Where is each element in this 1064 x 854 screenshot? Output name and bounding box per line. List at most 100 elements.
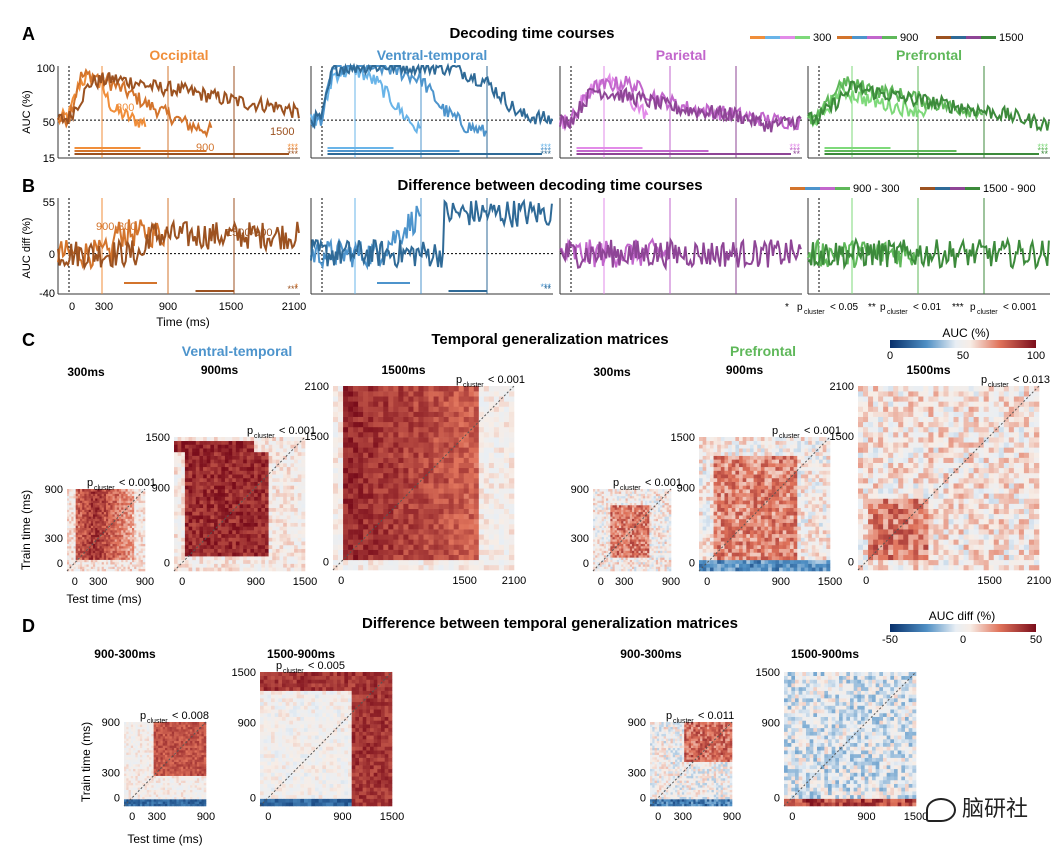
heatmap-cell	[597, 557, 599, 560]
heatmap-cell	[398, 391, 403, 396]
heatmap-cell	[439, 473, 444, 478]
heatmap-cell	[434, 422, 439, 427]
heatmap-cell	[110, 503, 112, 506]
heatmap-cell	[645, 553, 647, 556]
heatmap-cell	[250, 541, 254, 545]
heatmap-cell	[128, 512, 130, 515]
heatmap-cell	[333, 498, 338, 503]
heatmap-cell	[464, 452, 469, 457]
heatmap-cell	[454, 498, 459, 503]
heatmap-cell	[280, 545, 284, 549]
heatmap-cell	[639, 537, 641, 540]
heatmap-cell	[343, 396, 348, 401]
heatmap-cell	[265, 471, 269, 475]
heatmap-cell	[494, 509, 499, 514]
heatmap-cell	[236, 545, 240, 549]
heatmap-cell	[261, 552, 265, 556]
heatmap-cell	[243, 456, 247, 460]
heatmap-cell	[639, 539, 641, 542]
heatmap-cell	[80, 516, 82, 519]
heatmap-cell	[192, 478, 196, 482]
heatmap-cell	[102, 535, 104, 538]
heatmap-cell	[89, 553, 91, 556]
heatmap-cell	[115, 537, 117, 540]
heatmap-cell	[258, 500, 262, 504]
heatmap-cell	[84, 503, 86, 506]
heatmap-cell	[469, 422, 474, 427]
heatmap-cell	[89, 566, 91, 569]
heatmap-cell	[504, 396, 509, 401]
heatmap-cell	[100, 553, 102, 556]
heatmap-cell	[628, 551, 630, 554]
heatmap-cell	[388, 458, 393, 463]
heatmap-cell	[613, 525, 615, 528]
heatmap-cell	[504, 544, 509, 549]
heatmap-cell	[117, 498, 119, 501]
heatmap-cell	[489, 565, 494, 570]
heatmap-cell	[494, 442, 499, 447]
heatmap-cell	[610, 521, 612, 524]
heatmap-cell	[108, 544, 110, 547]
heatmap-cell	[91, 528, 93, 531]
heatmap-cell	[301, 474, 305, 478]
heatmap-cell	[459, 555, 464, 560]
heatmap-cell	[647, 546, 649, 549]
heatmap-cell	[647, 521, 649, 524]
heatmap-cell	[218, 534, 222, 538]
heatmap-cell	[378, 550, 383, 555]
heatmap-cell	[100, 510, 102, 513]
heatmap-cell	[363, 437, 368, 442]
heatmap-cell	[383, 463, 388, 468]
heatmap-cell	[126, 557, 128, 560]
heatmap-cell	[87, 553, 89, 556]
heatmap-cell	[210, 467, 214, 471]
heatmap-cell	[338, 463, 343, 468]
matrix-xtick: 0	[72, 576, 78, 588]
heatmap-cell	[363, 452, 368, 457]
heatmap-cell	[595, 523, 597, 526]
heatmap-cell	[641, 525, 643, 528]
heatmap-cell	[78, 512, 80, 515]
heatmap-cell	[67, 532, 69, 535]
heatmap-cell	[509, 468, 514, 473]
heatmap-cell	[393, 473, 398, 478]
heatmap-cell	[388, 519, 393, 524]
heatmap-cell	[181, 515, 185, 519]
heatmap-cell	[117, 494, 119, 497]
heatmap-cell	[658, 544, 660, 547]
heatmap-cell	[89, 491, 91, 494]
heatmap-cell	[429, 417, 434, 422]
heatmap-cell	[378, 463, 383, 468]
heatmap-cell	[353, 401, 358, 406]
heatmap-cell	[250, 545, 254, 549]
heatmap-cell	[123, 521, 125, 524]
heatmap-cell	[232, 556, 236, 560]
heatmap-cell	[69, 491, 71, 494]
heatmap-cell	[606, 539, 608, 542]
heatmap-cell	[261, 534, 265, 538]
heatmap-cell	[636, 555, 638, 558]
heatmap-cell	[123, 516, 125, 519]
heatmap-cell	[469, 519, 474, 524]
heatmap-cell	[143, 514, 145, 517]
heatmap-cell	[403, 412, 408, 417]
heatmap-cell	[444, 401, 449, 406]
heatmap-cell	[632, 514, 634, 517]
heatmap-cell	[649, 569, 651, 572]
heatmap-cell	[130, 491, 132, 494]
heatmap-cell	[418, 473, 423, 478]
heatmap-cell	[128, 525, 130, 528]
heatmap-cell	[645, 532, 647, 535]
heatmap-cell	[509, 493, 514, 498]
heatmap-cell	[265, 560, 269, 564]
heatmap-cell	[121, 566, 123, 569]
heatmap-cell	[121, 528, 123, 531]
heatmap-cell	[115, 548, 117, 551]
heatmap-cell	[74, 532, 76, 535]
heatmap-cell	[232, 493, 236, 497]
heatmap-cell	[641, 553, 643, 556]
heatmap-cell	[229, 497, 233, 501]
heatmap-cell	[123, 553, 125, 556]
heatmap-cell	[74, 512, 76, 515]
heatmap-cell	[254, 530, 258, 534]
